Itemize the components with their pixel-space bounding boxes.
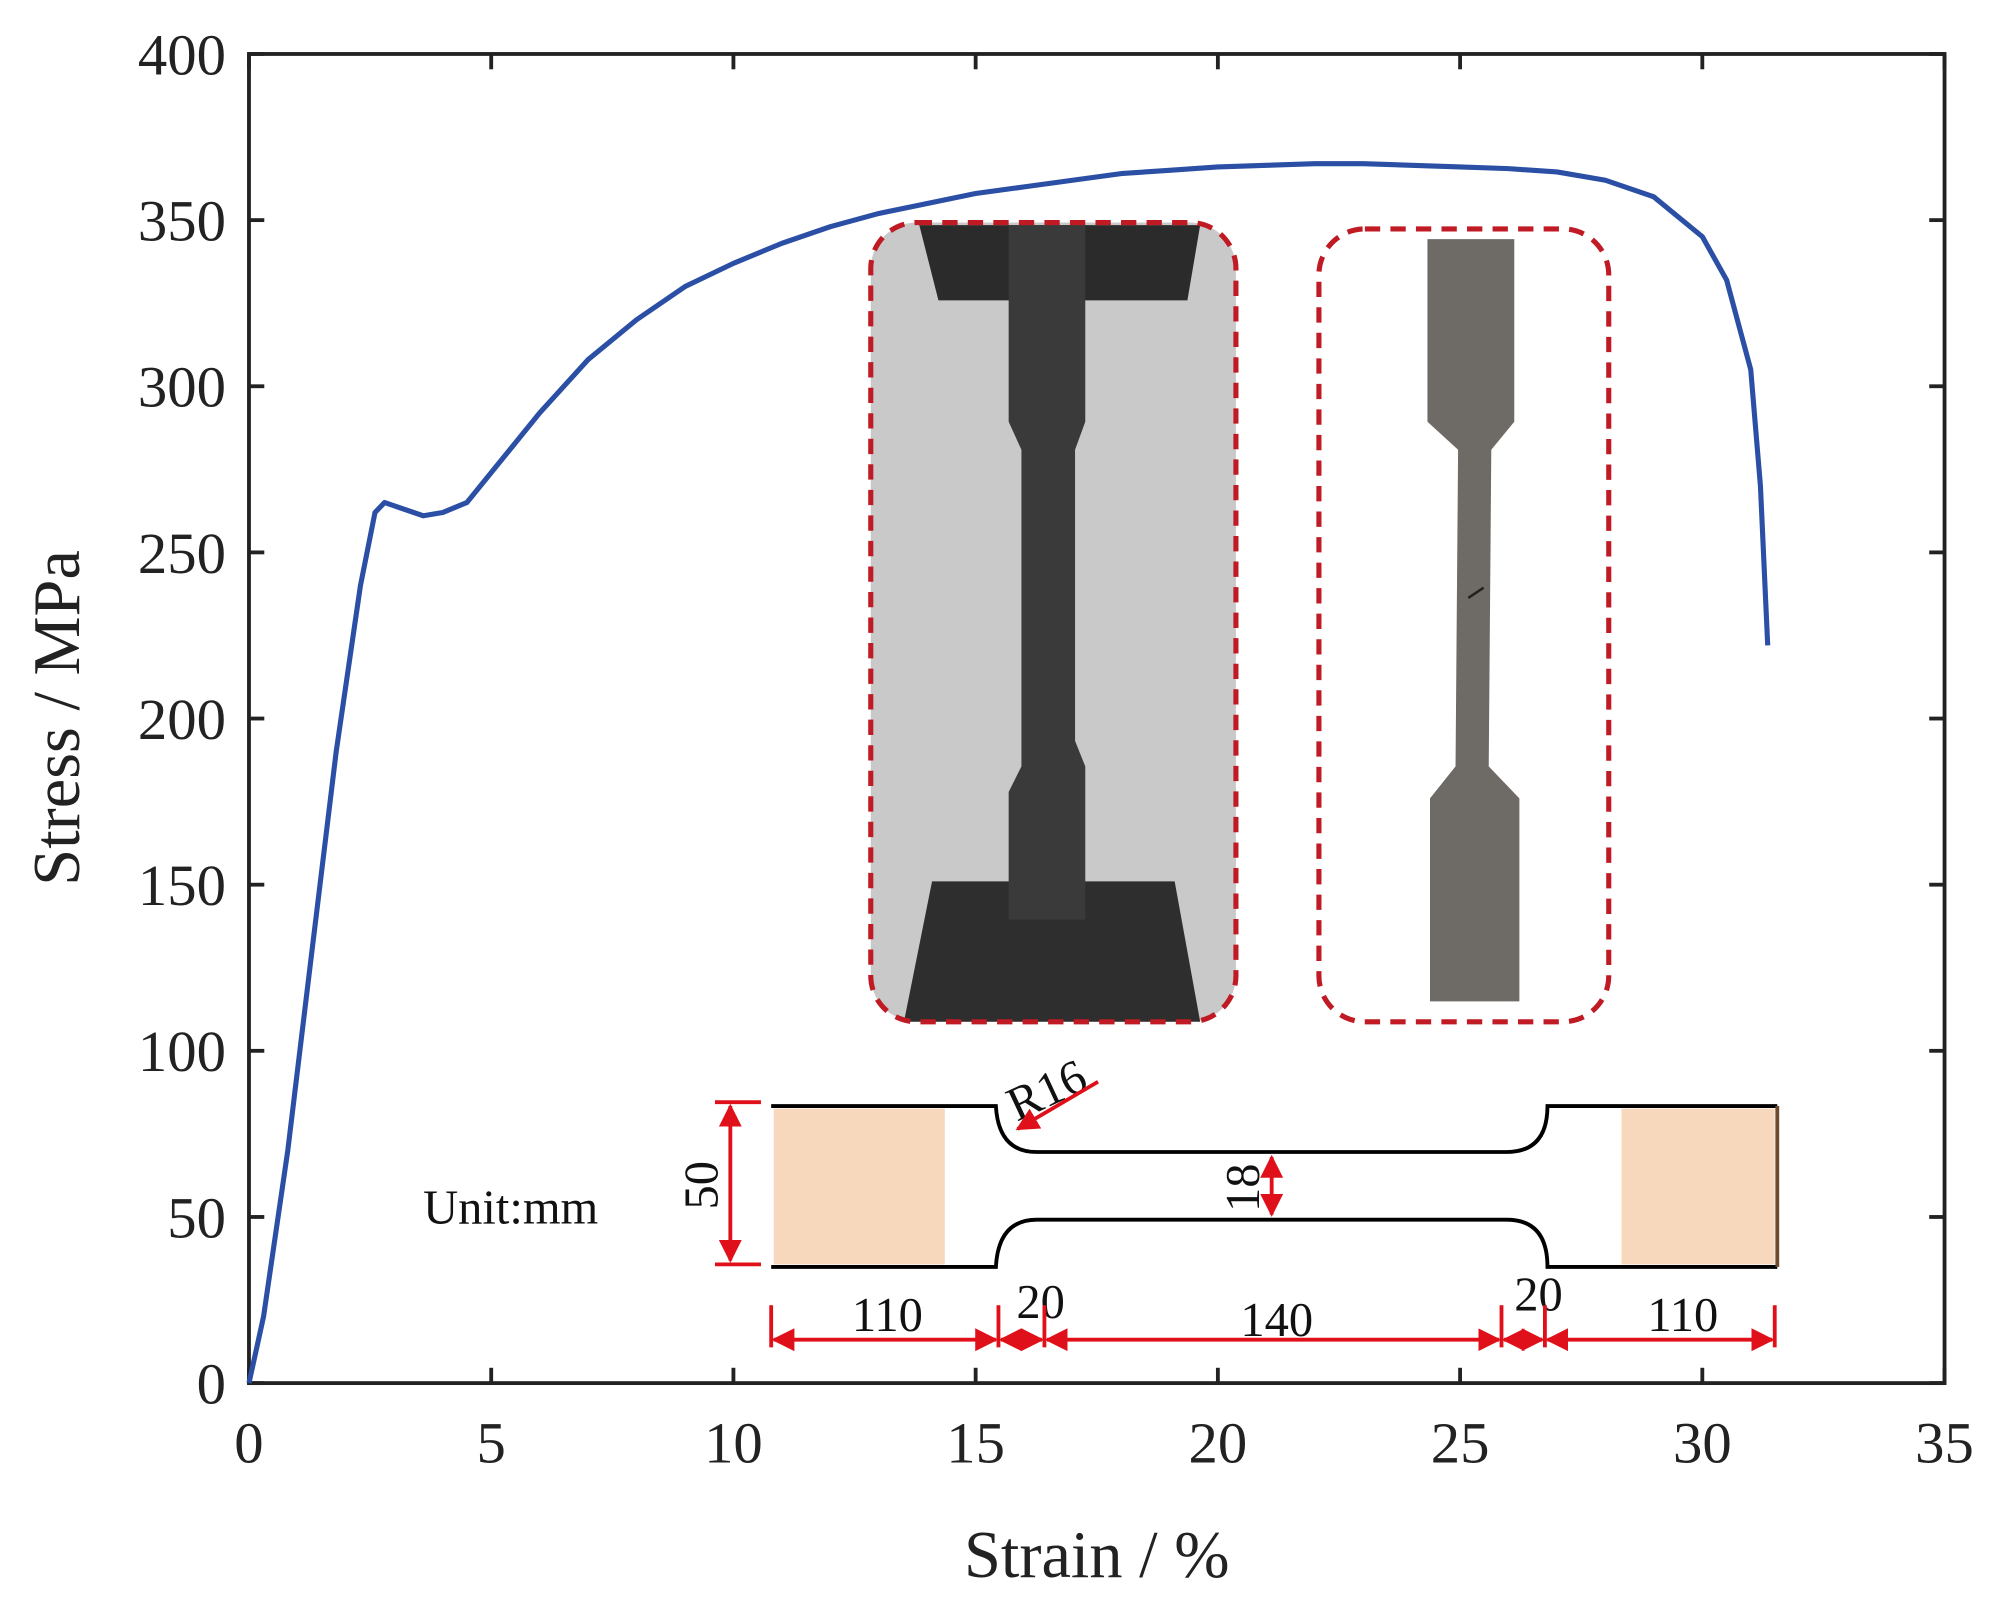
x-tick-label: 35 [1915, 1410, 1974, 1475]
dim-label: 110 [852, 1289, 923, 1342]
specimen-diagram: Unit:mm R16 50 18 110 20 140 20 110 [423, 1050, 1780, 1347]
x-tick-label: 30 [1673, 1410, 1732, 1475]
y-tick-label: 0 [197, 1352, 226, 1417]
y-tick-label: 300 [138, 355, 226, 420]
dim-label: 110 [1647, 1289, 1718, 1342]
dim-label: 50 [676, 1161, 729, 1210]
y-tick-label: 150 [138, 853, 226, 918]
y-tick-label: 200 [138, 687, 226, 752]
photo-test-setup [868, 219, 1239, 1025]
dim-label: 18 [1217, 1164, 1270, 1213]
x-tick-label: 25 [1431, 1410, 1490, 1475]
x-tick-label: 10 [704, 1410, 763, 1475]
x-axis-label: Strain / % [964, 1519, 1229, 1592]
y-axis-label: Stress / MPa [21, 550, 94, 886]
y-tick-label: 250 [138, 521, 226, 586]
x-tick-label: 20 [1189, 1410, 1248, 1475]
x-tick-label: 0 [234, 1410, 263, 1475]
unit-label: Unit:mm [423, 1182, 598, 1235]
y-tick-label: 50 [167, 1185, 226, 1250]
photo-fractured-specimen [1316, 226, 1612, 1025]
dim-label: 20 [1514, 1268, 1563, 1321]
x-tick-label: 15 [946, 1410, 1005, 1475]
x-tick-label: 5 [477, 1410, 506, 1475]
stress-strain-curve [246, 161, 1771, 1384]
y-tick-label: 350 [138, 189, 226, 254]
dim-label: 20 [1016, 1276, 1065, 1329]
y-tick-label: 100 [138, 1019, 226, 1084]
y-tick-label: 400 [138, 22, 226, 87]
